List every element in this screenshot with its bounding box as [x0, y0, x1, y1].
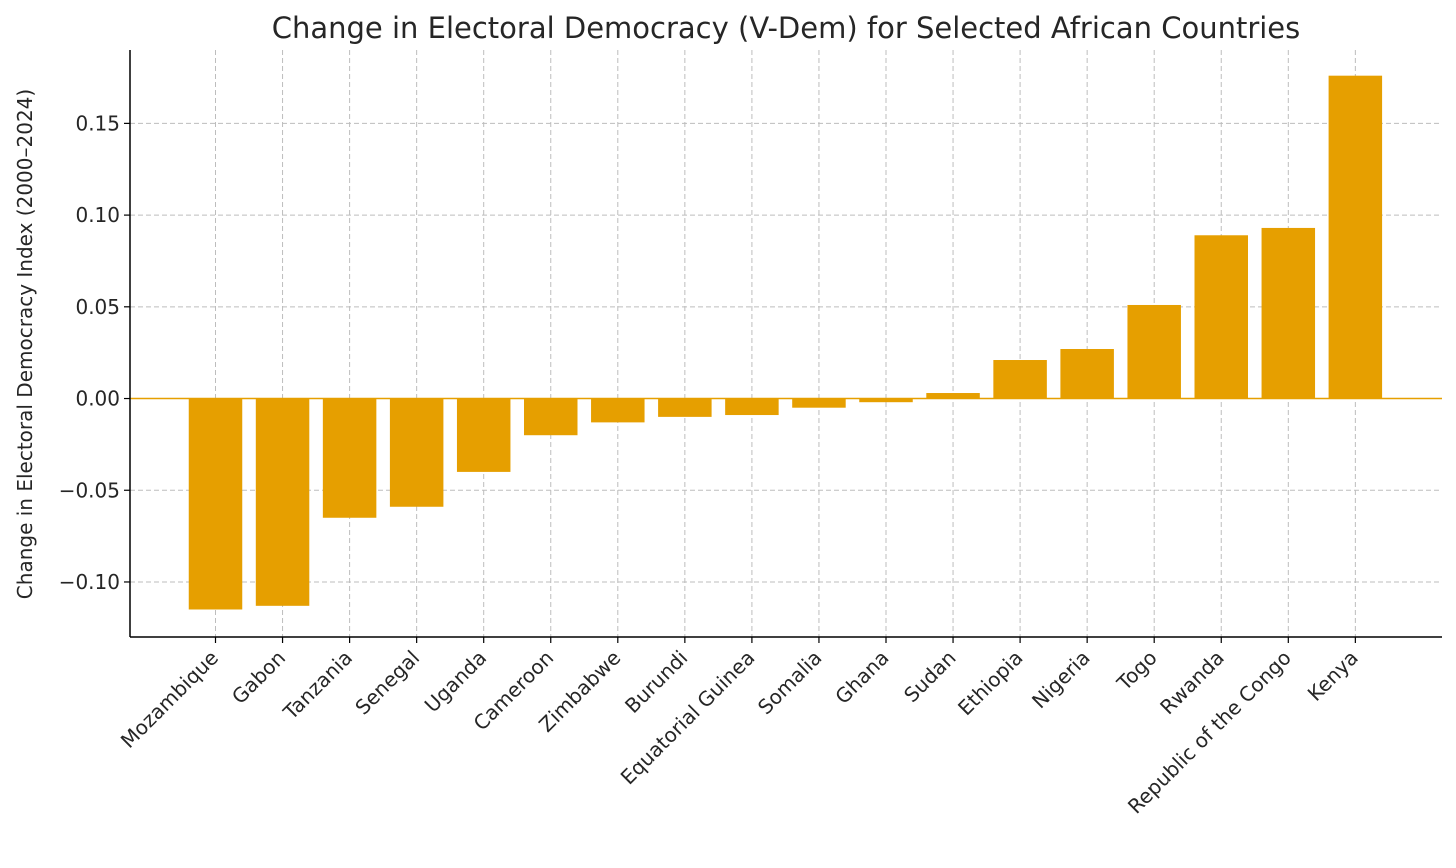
x-tick-label: Somalia	[753, 646, 827, 720]
bar-zimbabwe	[591, 398, 645, 423]
bar-rwanda	[1194, 235, 1248, 399]
y-axis-label: Change in Electoral Democracy Index (200…	[13, 89, 37, 599]
chart-title: Change in Electoral Democracy (V-Dem) fo…	[272, 11, 1301, 45]
bar-burundi	[658, 398, 712, 417]
bar-sudan	[926, 393, 980, 399]
bar-ethiopia	[993, 360, 1047, 399]
x-tick-label: Mozambique	[116, 646, 223, 753]
y-tick-label: 0.10	[75, 203, 120, 227]
x-tick-label: Togo	[1112, 646, 1162, 696]
y-tick-label: 0.05	[75, 295, 120, 319]
y-tick-label: −0.10	[59, 570, 120, 594]
bar-equatorial-guinea	[725, 398, 779, 416]
x-tick-label: Ghana	[830, 646, 893, 709]
bars-layer	[130, 75, 1442, 610]
y-tick-label: 0.00	[75, 387, 120, 411]
y-tick-label: −0.05	[59, 478, 120, 502]
bar-togo	[1127, 304, 1181, 399]
x-tick-label: Nigeria	[1027, 646, 1095, 714]
x-tick-label: Ethiopia	[953, 646, 1028, 721]
bar-somalia	[792, 398, 846, 408]
bar-nigeria	[1060, 349, 1114, 399]
x-tick-label: Senegal	[350, 646, 424, 720]
ticks-layer: −0.10 −0.05 0.00 0.05 0.10 0.15 Mozambique Gabo…	[59, 111, 1363, 818]
bar-tanzania	[322, 398, 377, 518]
x-tick-label: Tanzania	[278, 646, 357, 725]
bar-gabon	[255, 398, 310, 606]
x-tick-label: Kenya	[1303, 646, 1363, 706]
bar-republic-of-the-congo	[1261, 227, 1316, 399]
axes-layer	[129, 50, 1442, 638]
x-tick-label: Sudan	[899, 646, 961, 708]
x-tick-label: Gabon	[227, 646, 290, 709]
bar-ghana	[859, 398, 913, 403]
bar-senegal	[389, 398, 444, 507]
bar-mozambique	[188, 398, 243, 610]
bar-cameroon	[524, 398, 578, 436]
bar-kenya	[1328, 75, 1383, 399]
y-tick-label: 0.15	[75, 111, 120, 135]
bar-uganda	[456, 398, 511, 472]
